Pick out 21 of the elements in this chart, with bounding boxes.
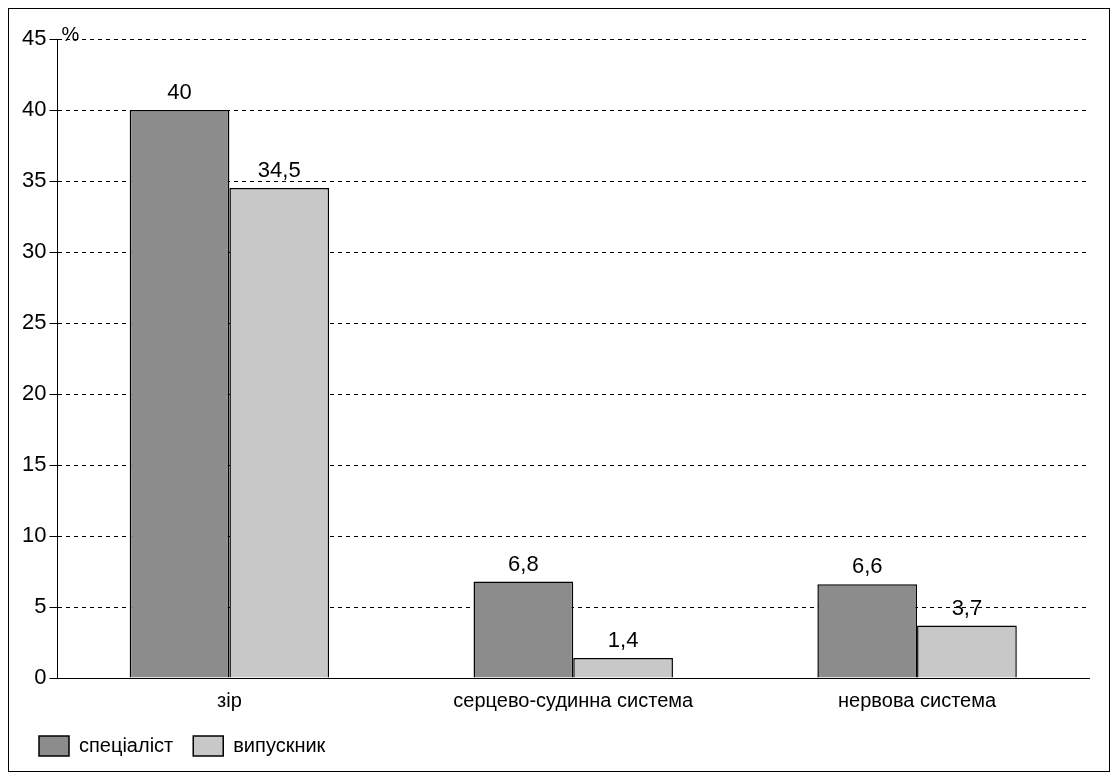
data-label: 1,4 [607, 627, 639, 653]
data-label: 6,6 [851, 553, 883, 579]
data-label: 6,8 [508, 550, 539, 576]
legend-label: випускник [233, 733, 326, 756]
x-tick-label: серцево-судинна система [453, 688, 695, 711]
legend-label: спеціаліст [79, 733, 174, 756]
y-tick-label: 0 [34, 664, 47, 690]
y-tick-label: 15 [21, 451, 47, 477]
y-tick-label: 35 [21, 167, 47, 193]
y-tick-label: 10 [21, 522, 47, 548]
y-tick-label: 25 [21, 309, 47, 335]
y-tick-label: 30 [21, 238, 47, 264]
x-tick-label: нервова система [838, 688, 997, 711]
y-tick-label: 45 [21, 25, 47, 51]
data-label: 40 [167, 79, 192, 105]
x-tick-label: зір [217, 688, 242, 711]
y-tick-label: 5 [34, 593, 47, 619]
data-label: 3,7 [951, 594, 983, 620]
data-label: 34,5 [257, 157, 301, 183]
y-tick-label: 40 [21, 96, 47, 122]
y-tick-label: 20 [21, 380, 47, 406]
